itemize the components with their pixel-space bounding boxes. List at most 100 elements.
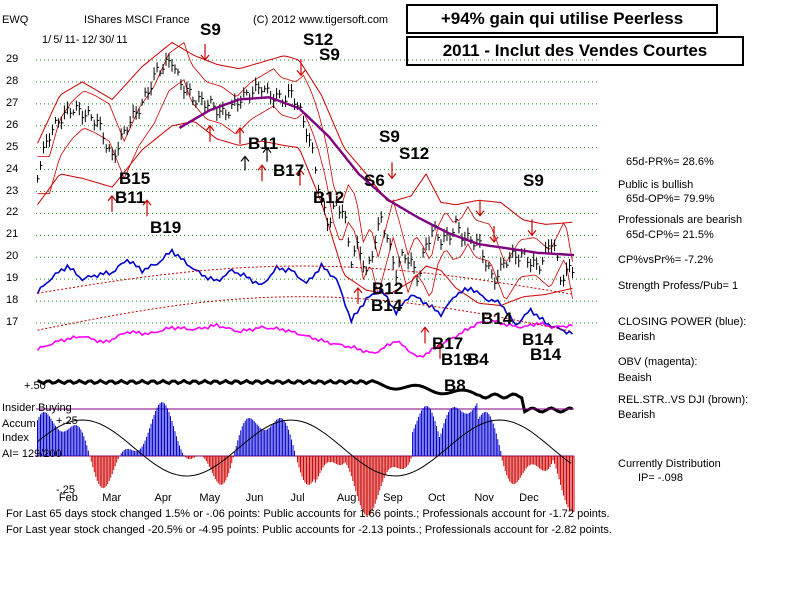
signal-b12-aug: B12 xyxy=(372,279,404,298)
signal-arrows xyxy=(107,44,537,359)
signal-b11-mar: B11 xyxy=(115,188,146,207)
y-tick-22: 22 xyxy=(6,206,19,219)
title-box: 2011 - Inclut des Vendes Courtes xyxy=(406,36,744,66)
cpvspr-value: CP%vsPr%= -7.2% xyxy=(618,254,714,266)
signal-s6-aug: S6 xyxy=(364,171,385,190)
prof-status: Professionals are bearish xyxy=(618,214,743,226)
buy-arrow-head xyxy=(295,168,305,175)
month-label-jun: Jun xyxy=(245,492,264,504)
buy-arrow-black-head xyxy=(240,155,250,162)
buy-arrow-head xyxy=(435,341,445,349)
signal-b15-mar: B15 xyxy=(119,169,151,188)
sell-arrow-head xyxy=(489,236,499,243)
rel-str-value: Bearish xyxy=(618,409,656,421)
ai-label: AI= 129/200 xyxy=(2,448,62,460)
rel-str-title: REL.STR..VS DJI (brown): xyxy=(618,394,749,406)
upper-band-line xyxy=(37,41,573,225)
signal-s9-nov: S9 xyxy=(523,171,544,190)
y-tick-28: 28 xyxy=(6,74,19,87)
y-tick-20: 20 xyxy=(6,250,19,263)
month-label-sep: Sep xyxy=(383,492,403,504)
bands xyxy=(37,41,573,307)
signal-b14-dec-overlap: B14 xyxy=(522,330,554,349)
chart-name: IShares MSCI France xyxy=(84,14,190,26)
y-tick-29: 29 xyxy=(6,53,19,65)
y-tick-26: 26 xyxy=(6,118,19,131)
buy-arrow-head xyxy=(420,326,430,333)
month-label-feb: Feb xyxy=(58,492,78,504)
public-status: Public is bullish xyxy=(618,179,694,191)
trend-dotted-1 xyxy=(37,296,572,332)
signal-s9-apr: S9 xyxy=(200,20,221,39)
op-value: 65d-OP%= 79.9% xyxy=(626,193,715,205)
y-tick-25: 25 xyxy=(6,140,19,153)
y-tick-21: 21 xyxy=(6,228,19,241)
sell-arrow-head xyxy=(200,54,210,61)
ip-value: IP= -.098 xyxy=(638,472,683,484)
signal-b19-sep: B19 xyxy=(441,350,473,369)
buy-arrow-black-head xyxy=(262,146,272,154)
pr-value: 65d-PR%= 28.6% xyxy=(626,156,714,168)
trend-dotted-0 xyxy=(37,265,572,295)
distribution-status: Currently Distribution xyxy=(618,458,721,470)
accum-ma-line xyxy=(37,419,572,477)
y-tick-18: 18 xyxy=(6,294,19,307)
inner-upper-band-line xyxy=(37,41,573,262)
footer-65-day: For Last 65 days stock changed 1.5% or -… xyxy=(6,508,610,520)
insider-buying-label: Insider Buying xyxy=(2,402,72,414)
signal-b19-mar: B19 xyxy=(150,218,182,237)
signal-b14-aug: B14 xyxy=(371,296,403,315)
copyright: (C) 2012 www.tigersoft.com xyxy=(253,14,389,26)
indicator-lines xyxy=(36,96,575,415)
month-label-jul: Jul xyxy=(290,492,305,504)
y-tick-19: 19 xyxy=(6,272,19,285)
month-label-nov: Nov xyxy=(474,492,494,504)
signal-s12-jun: S12 xyxy=(303,30,334,49)
month-label-mar: Mar xyxy=(102,492,122,504)
rel-str-line xyxy=(36,378,573,415)
signal-b11-may: B11 xyxy=(248,134,279,153)
obv-line xyxy=(36,319,573,358)
signal-s9-aug: S9 xyxy=(379,127,400,146)
buy-arrow-head xyxy=(142,199,152,206)
obv-title: OBV (magenta): xyxy=(618,356,698,368)
moving-average-line xyxy=(178,96,575,257)
closing-power-value: Bearish xyxy=(618,331,656,343)
sell-arrow-head xyxy=(475,210,485,217)
buy-arrow-head xyxy=(205,124,215,132)
signal-b8-sep: B8 xyxy=(444,376,466,395)
sell-arrow-head xyxy=(387,172,397,180)
signal-s12-aug: S12 xyxy=(399,144,430,163)
index-label: Index xyxy=(2,432,29,444)
y-tick-23: 23 xyxy=(6,184,19,197)
sell-arrow-head xyxy=(296,69,306,77)
rel-str-level: +.50 xyxy=(24,380,46,392)
accum-neg-level: -.25 xyxy=(56,484,75,496)
cp-value: 65d-CP%= 21.5% xyxy=(626,229,714,241)
signal-b14-dec: B14 xyxy=(530,345,562,364)
buy-arrow-head xyxy=(257,164,267,171)
signal-b17-sep: B17 xyxy=(432,334,464,353)
date-range: 1/ 5/ 11- 12/ 30/ 11 xyxy=(42,34,128,46)
signal-b12-jul: B12 xyxy=(313,188,345,207)
gain-box: +94% gain qui utilise Peerless xyxy=(406,4,718,34)
month-label-oct: Oct xyxy=(428,492,446,504)
closing-power-line xyxy=(36,248,574,335)
closing-power-title: CLOSING POWER (blue): xyxy=(618,316,747,328)
accum-label: Accum xyxy=(2,418,36,430)
buy-arrow-head xyxy=(107,194,117,202)
y-tick-24: 24 xyxy=(6,162,19,175)
ticker-label: EWQ xyxy=(2,14,29,26)
footer-year: For Last year stock changed -20.5% or -4… xyxy=(6,524,612,536)
month-label-dec: Dec xyxy=(519,492,539,504)
strength-value: Strength Profess/Pub= 1 xyxy=(618,280,739,292)
sell-arrow-head xyxy=(527,229,537,237)
signal-b4-sep: B4 xyxy=(467,350,489,369)
accum-histogram xyxy=(36,402,575,516)
signal-s9-jun: S9 xyxy=(319,45,340,64)
month-label-apr: Apr xyxy=(154,492,172,504)
accum-level: +.25 xyxy=(56,415,78,427)
month-label-aug: Aug xyxy=(336,492,357,504)
y-tick-27: 27 xyxy=(6,96,19,109)
